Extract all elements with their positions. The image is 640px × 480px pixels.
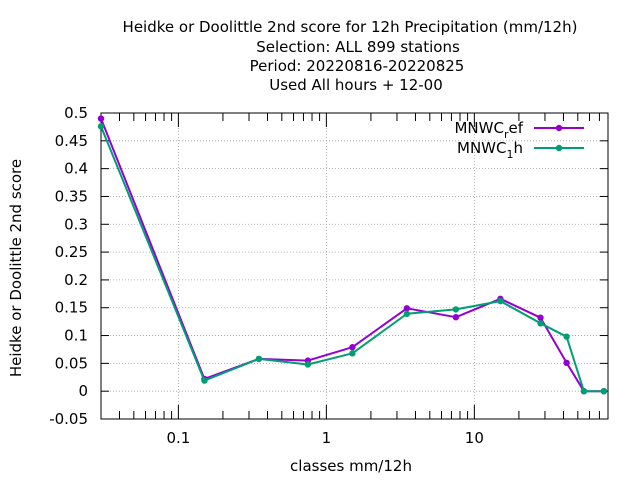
y-tick-label: 0.15: [55, 299, 88, 317]
y-tick-label: 0.25: [55, 243, 88, 261]
x-axis-label: classes mm/12h: [290, 457, 412, 475]
x-tick-label: 10: [465, 429, 484, 447]
data-point: [600, 387, 608, 395]
y-tick-label: 0.3: [64, 215, 88, 233]
data-point: [201, 377, 208, 384]
data-point: [403, 310, 411, 318]
data-point: [537, 314, 544, 321]
plot-border: [100, 112, 609, 420]
y-tick-label: 0.5: [64, 104, 88, 122]
data-point: [255, 355, 263, 363]
legend-label: MNWC1h: [457, 139, 523, 161]
data-point: [97, 123, 105, 130]
data-point: [563, 359, 570, 367]
data-point: [497, 297, 504, 305]
data-point: [349, 344, 356, 351]
y-tick-label: 0.05: [55, 354, 88, 372]
grid: [101, 113, 608, 419]
data-point: [537, 320, 544, 327]
legend-entry-2: MNWC1h: [457, 139, 584, 161]
data-point: [452, 306, 460, 313]
data-point: [452, 313, 460, 321]
title-line-4: Used All hours + 12-00: [269, 76, 443, 94]
title-line-3: Period: 20220816-20220825: [250, 57, 465, 75]
y-tick-label: 0.45: [55, 132, 88, 150]
series-2: [97, 123, 608, 395]
y-axis-label: Heidke or Doolittle 2nd score: [7, 159, 25, 377]
legend-entry-1: MNWCref: [454, 119, 584, 141]
axes: 0.5 0.45 0.4 0.35 0.3 0.25 0.2 0.15 0.1 0.05 0 -0.0…: [49, 104, 609, 447]
title-line-1: Heidke or Doolittle 2nd score for 12h Pr…: [123, 18, 578, 36]
x-tick-label: 1: [322, 429, 332, 447]
legend-marker: [555, 144, 563, 152]
data-point: [349, 350, 356, 357]
legend-label: MNWCref: [454, 119, 523, 141]
data-point: [97, 115, 105, 122]
series-line: [100, 126, 604, 393]
y-tick-label: 0.35: [55, 187, 88, 205]
legend-marker: [555, 124, 563, 132]
chart-title: Heidke or Doolittle 2nd score for 12h Pr…: [123, 18, 578, 94]
data-point: [403, 305, 411, 312]
title-line-2: Selection: ALL 899 stations: [256, 38, 460, 56]
y-tick-label: 0.1: [64, 327, 88, 345]
data-point: [580, 387, 588, 395]
y-tick-label: -0.05: [49, 410, 88, 428]
data-point: [563, 333, 570, 340]
series-group: [97, 115, 608, 395]
y-tick-label: 0.2: [64, 271, 88, 289]
x-tick-label: 0.1: [166, 429, 190, 447]
data-point: [304, 361, 312, 368]
y-tick-label: 0.4: [64, 160, 88, 178]
y-tick-label: 0: [78, 382, 88, 400]
